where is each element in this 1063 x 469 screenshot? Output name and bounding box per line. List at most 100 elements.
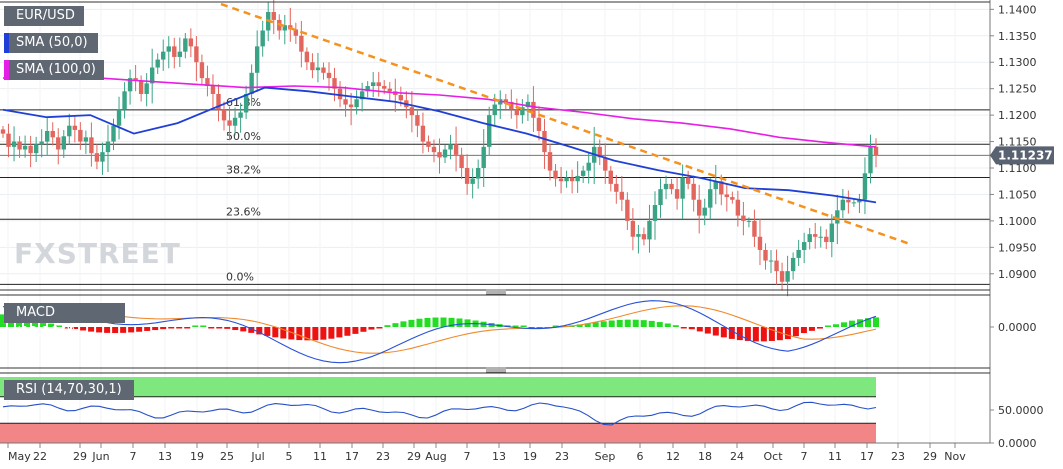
symbol-label[interactable]: EUR/USD xyxy=(4,6,84,26)
candle xyxy=(752,209,757,247)
candlestick-series xyxy=(0,0,879,297)
candle-body xyxy=(719,181,724,195)
candle xyxy=(337,81,343,108)
macd-histogram-bar xyxy=(120,327,127,333)
candle-body xyxy=(636,234,641,237)
candle-body xyxy=(33,144,39,154)
candle xyxy=(238,102,243,133)
candle xyxy=(28,135,33,168)
candle-body xyxy=(382,86,387,89)
macd-histogram-bar xyxy=(80,327,87,331)
macd-histogram-bar xyxy=(128,327,135,333)
macd-histogram-bar xyxy=(160,327,167,330)
sma100-legend[interactable]: SMA (100,0) xyxy=(4,60,104,80)
candle-body xyxy=(227,120,232,126)
candle-body xyxy=(105,141,111,153)
time-tick-label: 19 xyxy=(523,450,537,463)
candle-body xyxy=(730,197,735,200)
candle xyxy=(547,143,553,181)
candle-body xyxy=(310,62,315,71)
macd-histogram-bar xyxy=(288,327,295,340)
candle-body xyxy=(205,78,210,87)
candle-body xyxy=(564,177,569,182)
price-tick-label: 1.1400 xyxy=(998,3,1037,16)
macd-histogram-bar xyxy=(552,325,559,327)
macd-histogram-bar xyxy=(376,327,383,329)
price-tick-label: 1.1250 xyxy=(998,83,1037,96)
candle-body xyxy=(790,257,796,272)
candle-body xyxy=(17,141,22,150)
candle-body xyxy=(238,112,243,118)
candle-body xyxy=(514,109,520,116)
macd-histogram-bar xyxy=(456,318,463,327)
candle xyxy=(67,113,72,145)
candle-body xyxy=(89,137,94,154)
rsi-label: RSI (14,70,30,1) xyxy=(16,382,122,397)
fib-label: 50.0% xyxy=(226,130,261,143)
macd-histogram-bar xyxy=(744,327,751,341)
macd-histogram-bar xyxy=(848,320,855,327)
candle xyxy=(442,144,448,164)
candle xyxy=(564,170,569,188)
candle xyxy=(746,217,752,228)
macd-histogram-bar xyxy=(832,324,839,327)
sma50-legend[interactable]: SMA (50,0) xyxy=(4,33,98,53)
time-tick-label: Nov xyxy=(944,450,966,463)
candle-body xyxy=(254,46,260,73)
sma100-line xyxy=(2,70,877,148)
macd-histogram-bar xyxy=(576,324,583,327)
candle-body xyxy=(343,99,348,105)
candle xyxy=(61,129,66,158)
macd-histogram-bar xyxy=(32,319,39,327)
candle xyxy=(536,106,542,141)
candle-body xyxy=(83,137,89,142)
macd-histogram-bar xyxy=(736,327,743,341)
candle-body xyxy=(56,137,61,150)
candle-body xyxy=(28,145,33,154)
candle xyxy=(122,82,127,119)
candle-body xyxy=(348,104,354,108)
candle-body xyxy=(763,249,768,261)
macd-histogram-bar xyxy=(328,327,335,339)
candle xyxy=(680,164,685,219)
candle-body xyxy=(122,91,127,110)
candle-body xyxy=(840,199,846,211)
candle xyxy=(763,243,768,270)
candle-body xyxy=(67,125,72,137)
candle-body xyxy=(387,88,392,92)
candle xyxy=(580,165,586,183)
time-tick-label: 11 xyxy=(313,450,327,463)
time-tick-label: 13 xyxy=(492,450,506,463)
macd-histogram-bar xyxy=(808,327,815,331)
candle-body xyxy=(459,154,464,169)
candle xyxy=(779,262,785,291)
candle-body xyxy=(619,191,625,200)
candle-body xyxy=(365,86,370,92)
candle xyxy=(741,201,746,236)
candle-body xyxy=(608,170,613,184)
candle-body xyxy=(597,146,602,158)
candle xyxy=(243,85,249,120)
candle-body xyxy=(326,72,332,79)
macd-histogram-bar xyxy=(584,323,591,327)
rsi-legend[interactable]: RSI (14,70,30,1) xyxy=(4,380,134,400)
candle xyxy=(310,53,315,79)
time-tick-label: Jun xyxy=(91,450,109,463)
candle xyxy=(149,48,155,104)
candle-body xyxy=(558,178,564,182)
candle xyxy=(304,47,310,71)
candle xyxy=(757,218,763,266)
candle xyxy=(862,157,868,215)
descending-trendline xyxy=(220,2,913,246)
candle-body xyxy=(321,67,326,73)
macd-histogram-bar xyxy=(264,327,271,336)
macd-histogram-bar xyxy=(184,327,191,329)
candle xyxy=(50,122,55,146)
price-tick-label: 1.1000 xyxy=(998,215,1037,228)
candle-body xyxy=(492,104,497,116)
macd-histogram-bar xyxy=(64,327,71,329)
macd-histogram-bar xyxy=(208,327,215,329)
candle-body xyxy=(796,249,801,258)
macd-legend[interactable]: MACD (12,26,9) xyxy=(4,303,125,340)
rsi-line xyxy=(2,401,877,426)
